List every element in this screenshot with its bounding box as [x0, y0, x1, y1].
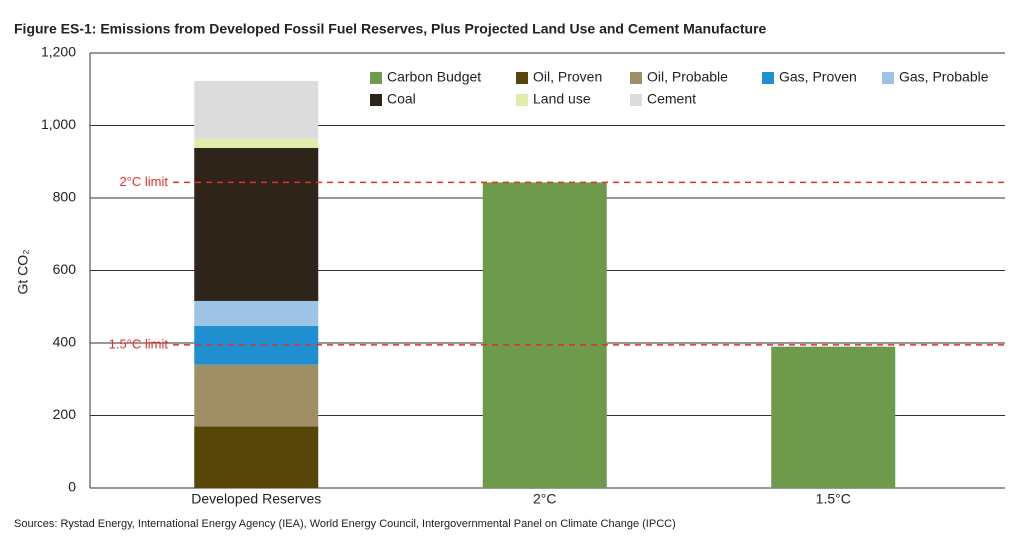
- y-tick-label: 200: [53, 406, 77, 422]
- y-axis-label: Gt CO₂: [15, 249, 31, 294]
- x-tick-label: 1.5°C: [816, 491, 851, 507]
- y-tick-label: 800: [53, 189, 77, 205]
- legend-label: Coal: [387, 91, 416, 107]
- source-note: Sources: Rystad Energy, International En…: [14, 518, 676, 530]
- legend-label: Cement: [647, 91, 696, 107]
- x-tick-label: 2°C: [533, 491, 557, 507]
- x-tick-label: Developed Reserves: [191, 491, 321, 507]
- bar-segment: [194, 80, 319, 139]
- y-tick-label: 0: [68, 479, 76, 495]
- legend-label: Oil, Probable: [647, 69, 728, 85]
- legend-label: Carbon Budget: [387, 69, 481, 85]
- y-tick-label: 1,000: [41, 116, 76, 132]
- chart-title: Figure ES-1: Emissions from Developed Fo…: [14, 21, 767, 37]
- limit-label: 2°C limit: [119, 174, 168, 189]
- bar-segment: [194, 300, 319, 326]
- limit-label: 1.5°C limit: [109, 336, 169, 351]
- legend-label: Gas, Proven: [779, 69, 857, 85]
- bar-segment: [771, 346, 896, 488]
- bar-segment: [194, 147, 319, 301]
- legend-swatch: [370, 94, 382, 106]
- bar-segment: [194, 364, 319, 427]
- legend-swatch: [762, 72, 774, 84]
- y-tick-label: 400: [53, 334, 77, 350]
- legend-swatch: [370, 72, 382, 84]
- bar-segment: [194, 138, 319, 148]
- legend-label: Land use: [533, 91, 591, 107]
- legend-swatch: [516, 94, 528, 106]
- legend-swatch: [516, 72, 528, 84]
- y-tick-label: 600: [53, 261, 77, 277]
- legend-swatch: [630, 94, 642, 106]
- legend-swatch: [882, 72, 894, 84]
- legend-label: Oil, Proven: [533, 69, 602, 85]
- legend-swatch: [630, 72, 642, 84]
- bar-segment: [194, 426, 319, 488]
- legend-label: Gas, Probable: [899, 69, 989, 85]
- y-tick-label: 1,200: [41, 44, 76, 60]
- bar-segment: [482, 182, 607, 488]
